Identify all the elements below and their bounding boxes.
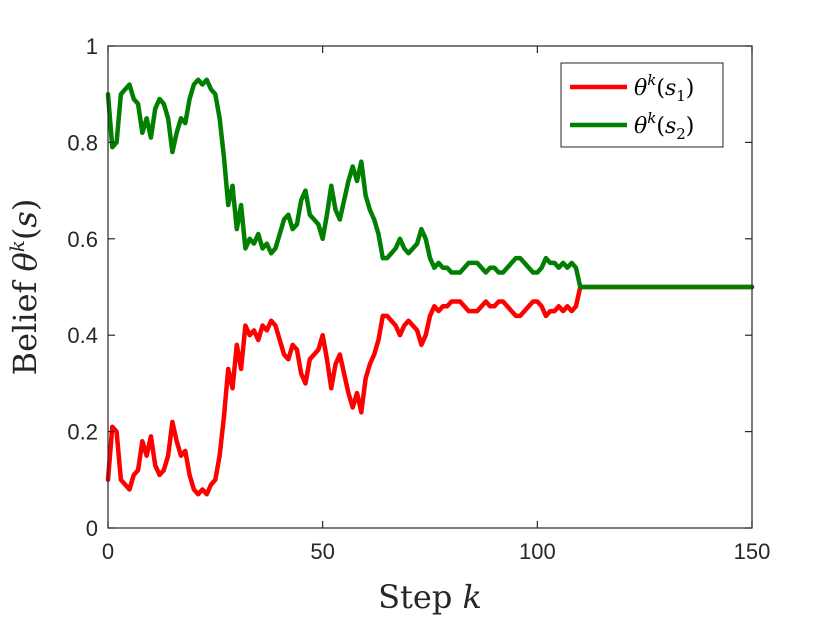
y-axis-title-k: k [5, 240, 29, 252]
series-line-2 [105, 77, 755, 290]
y-tick-label: 0 [86, 516, 98, 541]
legend: θk(s1) θk(s2) [560, 62, 724, 148]
legend-box [560, 62, 724, 148]
x-tick-label: 50 [310, 539, 334, 564]
x-axis-title: Step k [378, 578, 482, 616]
x-tick-label: 0 [102, 539, 114, 564]
x-axis-title-k: k [462, 578, 481, 616]
axis-ticks: 0 50 100 150 0 0.2 0.4 0.6 0.8 1 [67, 34, 770, 564]
series-line-1 [105, 284, 755, 497]
x-tick-label: 100 [519, 539, 556, 564]
legend-label-s2: θk(s2) [634, 109, 694, 143]
series-layer [105, 77, 755, 497]
legend-label-s1: θk(s1) [634, 71, 694, 105]
y-axis-title: Belief θk(s) [5, 199, 44, 376]
y-axis-title-theta: θ [6, 252, 44, 271]
y-tick-label: 0.6 [67, 227, 98, 252]
y-axis-title-main: Belief [6, 271, 44, 375]
y-axis-title-s: s [6, 211, 44, 227]
y-tick-label: 0.2 [67, 420, 98, 445]
x-tick-label: 150 [734, 539, 771, 564]
y-axis-title-paren-close: ) [6, 199, 44, 211]
y-tick-label: 0.8 [67, 130, 98, 155]
y-axis-title-paren: ( [6, 228, 44, 240]
x-axis-title-main: Step [378, 578, 462, 616]
y-tick-label: 0.4 [67, 323, 98, 348]
plot-frame [107, 45, 753, 529]
y-tick-label: 1 [86, 34, 98, 59]
